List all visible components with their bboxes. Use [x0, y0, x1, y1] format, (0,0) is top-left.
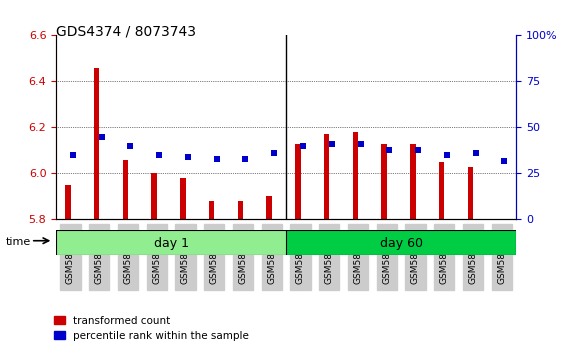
Bar [238, 201, 243, 219]
Bar [266, 196, 272, 219]
Bar [94, 68, 99, 219]
Bar [410, 143, 416, 219]
Bar [123, 160, 128, 219]
Bar [65, 185, 71, 219]
Legend: transformed count, percentile rank within the sample: transformed count, percentile rank withi… [50, 312, 253, 345]
FancyBboxPatch shape [56, 230, 286, 255]
Bar [295, 143, 301, 219]
FancyBboxPatch shape [286, 230, 516, 255]
Bar [353, 132, 358, 219]
Bar [151, 173, 157, 219]
Text: GDS4374 / 8073743: GDS4374 / 8073743 [56, 25, 196, 39]
Bar [439, 162, 444, 219]
Bar [324, 134, 329, 219]
Bar [468, 166, 473, 219]
Bar [180, 178, 186, 219]
Text: time: time [6, 238, 31, 247]
Bar [381, 143, 387, 219]
Text: day 60: day 60 [380, 237, 422, 250]
Text: day 1: day 1 [154, 237, 188, 250]
Bar [209, 201, 214, 219]
